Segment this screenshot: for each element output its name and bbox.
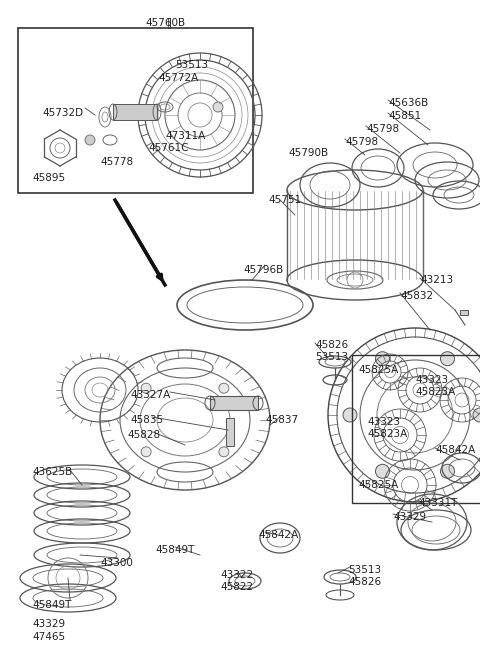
Text: 45732D: 45732D [42,108,83,118]
Text: 45760B: 45760B [145,18,185,28]
Text: 45849T: 45849T [32,600,72,610]
Bar [226,418,234,446]
Text: 45826: 45826 [348,577,381,587]
Circle shape [441,464,455,478]
Text: 45823A: 45823A [367,429,407,439]
Text: 43322: 43322 [220,570,253,580]
Circle shape [141,383,151,393]
Text: 45823A: 45823A [415,387,455,397]
Text: 45842A: 45842A [258,530,298,540]
Text: 43327A: 43327A [130,390,170,400]
Circle shape [219,447,229,457]
Text: 47311A: 47311A [165,131,205,141]
Text: 45798: 45798 [366,124,399,134]
Text: 53513: 53513 [348,565,381,575]
Bar [352,355,480,503]
Text: 45790B: 45790B [288,148,328,158]
Text: 43625B: 43625B [32,467,72,477]
Text: 45832: 45832 [400,291,433,301]
Circle shape [473,408,480,422]
Text: 45828: 45828 [127,430,160,440]
Text: 45825A: 45825A [358,480,398,490]
Text: 45796B: 45796B [243,265,283,275]
Text: 53513: 53513 [315,352,348,362]
Text: 45849T: 45849T [155,545,194,555]
Text: 45837: 45837 [265,415,298,425]
Text: 45778: 45778 [100,157,133,167]
Bar [210,396,258,410]
Text: 45822: 45822 [220,582,253,592]
Text: 43323: 43323 [415,375,448,385]
Text: 43323: 43323 [367,417,400,427]
Circle shape [141,447,151,457]
Text: 45895: 45895 [32,173,65,183]
Circle shape [375,464,389,478]
Text: 53513: 53513 [175,60,208,70]
Bar [113,104,157,120]
Text: 45842A: 45842A [435,445,475,455]
Text: 45835: 45835 [130,415,163,425]
Text: 47465: 47465 [32,632,65,642]
Bar [18,28,253,193]
Text: 45751: 45751 [268,195,301,205]
Text: 43329: 43329 [393,512,426,522]
Circle shape [375,352,389,365]
Text: 43329: 43329 [32,619,65,629]
Text: 43300: 43300 [100,558,133,568]
Circle shape [343,408,357,422]
Text: 45636B: 45636B [388,98,428,108]
Circle shape [85,135,95,145]
Text: 45825A: 45825A [358,365,398,375]
Bar [460,310,468,315]
Circle shape [213,102,223,112]
Text: 45826: 45826 [315,340,348,350]
Text: 45798: 45798 [345,137,378,147]
Text: 45761C: 45761C [148,143,189,153]
Circle shape [441,352,455,365]
Text: 43331T: 43331T [418,498,457,508]
Text: 43213: 43213 [420,275,453,285]
Circle shape [219,383,229,393]
Text: 45772A: 45772A [158,73,198,83]
Text: 45851: 45851 [388,111,421,121]
